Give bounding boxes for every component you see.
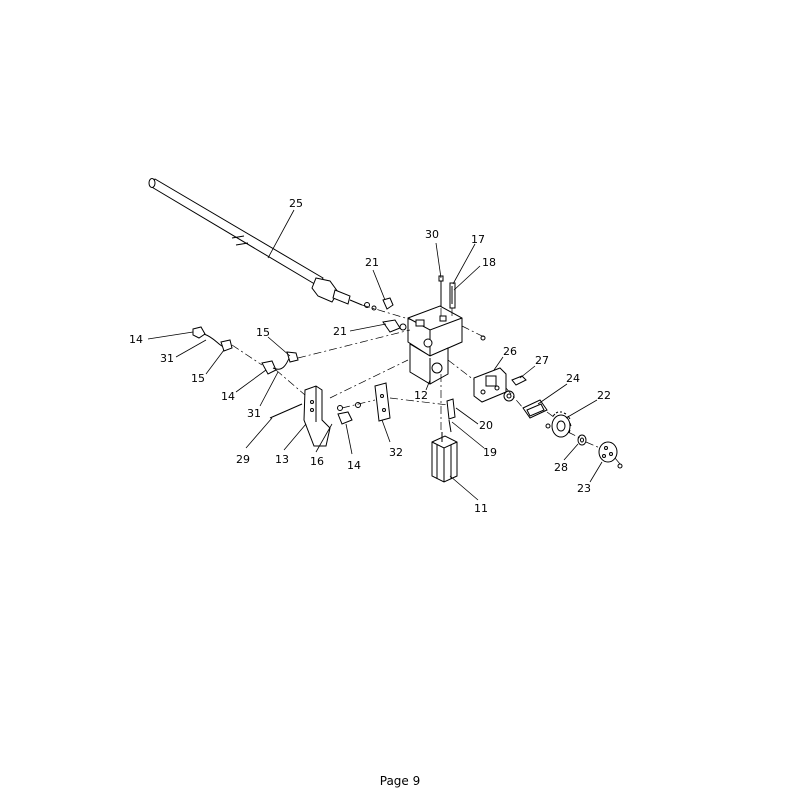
label-23: 23: [577, 482, 591, 495]
plate-24: [522, 399, 551, 429]
pin-27: [511, 375, 527, 386]
label-27: 27: [535, 354, 549, 367]
label-11: 11: [474, 502, 488, 515]
label-15-left: 15: [191, 372, 205, 385]
label-31-top: 31: [160, 352, 174, 365]
screw-21-lower: [382, 319, 407, 333]
label-30: 30: [425, 228, 439, 241]
label-26: 26: [503, 345, 517, 358]
callout-labels: 25 30 17 18 21 21 14 31 15 15 14 31 26 2…: [129, 197, 611, 515]
label-24: 24: [566, 372, 580, 385]
page-number: Page 9: [379, 774, 421, 788]
label-18: 18: [482, 256, 496, 269]
label-14-middle: 14: [221, 390, 235, 403]
main-block: [407, 305, 463, 385]
label-19: 19: [483, 446, 497, 459]
bracket-13: [269, 385, 331, 447]
fitting-14-top: [192, 326, 233, 352]
label-17: 17: [471, 233, 485, 246]
shaft-assembly: [148, 178, 363, 306]
label-25: 25: [289, 197, 303, 210]
label-21-top: 21: [365, 256, 379, 269]
parts-drawing: [148, 178, 623, 483]
label-16: 16: [310, 455, 324, 468]
pin-20-19: [446, 398, 456, 433]
screw-21-top: [364, 297, 394, 311]
label-13: 13: [275, 453, 289, 466]
fitting-16: [337, 405, 353, 425]
label-14-bottom: 14: [347, 459, 361, 472]
cylinder-11: [431, 432, 458, 483]
leader-lines: [147, 209, 603, 501]
label-14-top: 14: [129, 333, 143, 346]
pin-30: [438, 275, 444, 308]
label-28: 28: [554, 461, 568, 474]
center-lines: [231, 304, 621, 465]
label-29: 29: [236, 453, 250, 466]
washer-28: [577, 434, 587, 446]
bracket-26: [473, 367, 507, 403]
label-20: 20: [479, 419, 493, 432]
pins-17-18: [449, 282, 456, 309]
bearing-24: [503, 390, 515, 402]
gear-22: [551, 411, 572, 438]
label-31-middle: 31: [247, 407, 261, 420]
screw-right: [480, 335, 486, 341]
label-32: 32: [389, 446, 403, 459]
label-12: 12: [414, 389, 428, 402]
label-15-right: 15: [256, 326, 270, 339]
label-21-lower: 21: [333, 325, 347, 338]
cap-23: [598, 441, 623, 469]
fitting-14-middle: [261, 351, 299, 375]
plate-32: [355, 382, 391, 422]
label-22: 22: [597, 389, 611, 402]
